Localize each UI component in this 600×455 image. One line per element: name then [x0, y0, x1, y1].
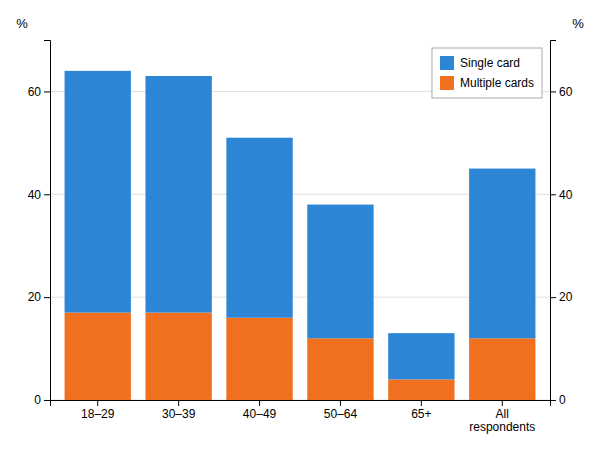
bar [469, 338, 535, 400]
y2-axis-label: % [572, 16, 584, 31]
bar-series [65, 71, 536, 380]
x-axis: 18–29 30–39 40–49 50–64 65+ Allrespondents [51, 400, 551, 434]
legend-label: Single card [460, 56, 520, 70]
tick-label: 50–64 [324, 407, 358, 421]
bar [145, 313, 211, 400]
bar-series [65, 313, 536, 400]
tick-mark [44, 194, 50, 195]
bar [307, 338, 373, 400]
chart-container: 18–29 30–39 40–49 50–64 65+ Allrespondents 0 20… [0, 0, 600, 455]
tick-mark [421, 400, 422, 406]
bar [65, 313, 131, 400]
bars [65, 71, 536, 400]
tick: 0 [34, 393, 50, 407]
y-axis-label: % [16, 16, 28, 31]
tick-mark [44, 91, 50, 92]
legend-swatch [440, 76, 454, 90]
tick-label: 40 [559, 188, 573, 202]
tick-label: 60 [559, 85, 573, 99]
tick: 20 [550, 290, 573, 304]
tick-mark [259, 400, 260, 406]
legend-swatch [440, 56, 454, 70]
tick-mark [44, 400, 50, 401]
tick-mark [550, 297, 556, 298]
y2-axis: 0 20 40 60 [550, 41, 573, 408]
tick-mark [550, 91, 556, 92]
bar [226, 318, 292, 400]
tick-mark [44, 297, 50, 298]
tick-label: 40 [28, 188, 42, 202]
tick: 40 [550, 188, 573, 202]
tick-mark [340, 400, 341, 406]
bar [307, 205, 373, 339]
legend: Single card Multiple cards [432, 48, 542, 98]
bar [145, 76, 211, 313]
tick-label: Allrespondents [469, 407, 535, 435]
bar [226, 138, 292, 318]
tick-label: 0 [34, 393, 41, 407]
tick-mark [97, 400, 98, 406]
tick-label: 20 [28, 290, 42, 304]
tick: 60 [550, 85, 573, 99]
tick-mark [178, 400, 179, 406]
tick-label: 18–29 [81, 407, 115, 421]
tick-label: 0 [559, 393, 566, 407]
axis-line [551, 41, 557, 401]
tick-mark [550, 194, 556, 195]
tick-label: 60 [28, 85, 42, 99]
bar [469, 169, 535, 339]
axis-line [51, 401, 551, 407]
tick-mark [502, 400, 503, 406]
bar [388, 379, 454, 400]
tick-label: 20 [559, 290, 573, 304]
tick-label: 65+ [411, 407, 431, 421]
tick: Allrespondents [469, 400, 535, 434]
plot: 18–29 30–39 40–49 50–64 65+ Allrespondents 0 20… [16, 16, 584, 434]
y-axis: 0 20 40 60 [28, 41, 51, 408]
tick: 40–49 [243, 400, 277, 421]
bar [388, 333, 454, 379]
tick-mark [550, 400, 556, 401]
tick: 18–29 [81, 400, 115, 421]
tick: 30–39 [162, 400, 196, 421]
tick-label: 30–39 [162, 407, 196, 421]
tick: 50–64 [324, 400, 358, 421]
legend-label: Multiple cards [460, 76, 534, 90]
tick: 20 [28, 290, 50, 304]
legend-frame [432, 48, 542, 98]
tick: 60 [28, 85, 50, 99]
legend-item: Multiple cards [440, 76, 534, 90]
tick: 40 [28, 188, 50, 202]
tick-label: 40–49 [243, 407, 277, 421]
tick: 0 [550, 393, 566, 407]
chart-svg: 18–29 30–39 40–49 50–64 65+ Allrespondents 0 20… [0, 0, 600, 455]
bar [65, 71, 131, 313]
tick: 65+ [411, 400, 431, 421]
legend-item: Single card [440, 56, 520, 70]
axis-line [44, 41, 51, 401]
